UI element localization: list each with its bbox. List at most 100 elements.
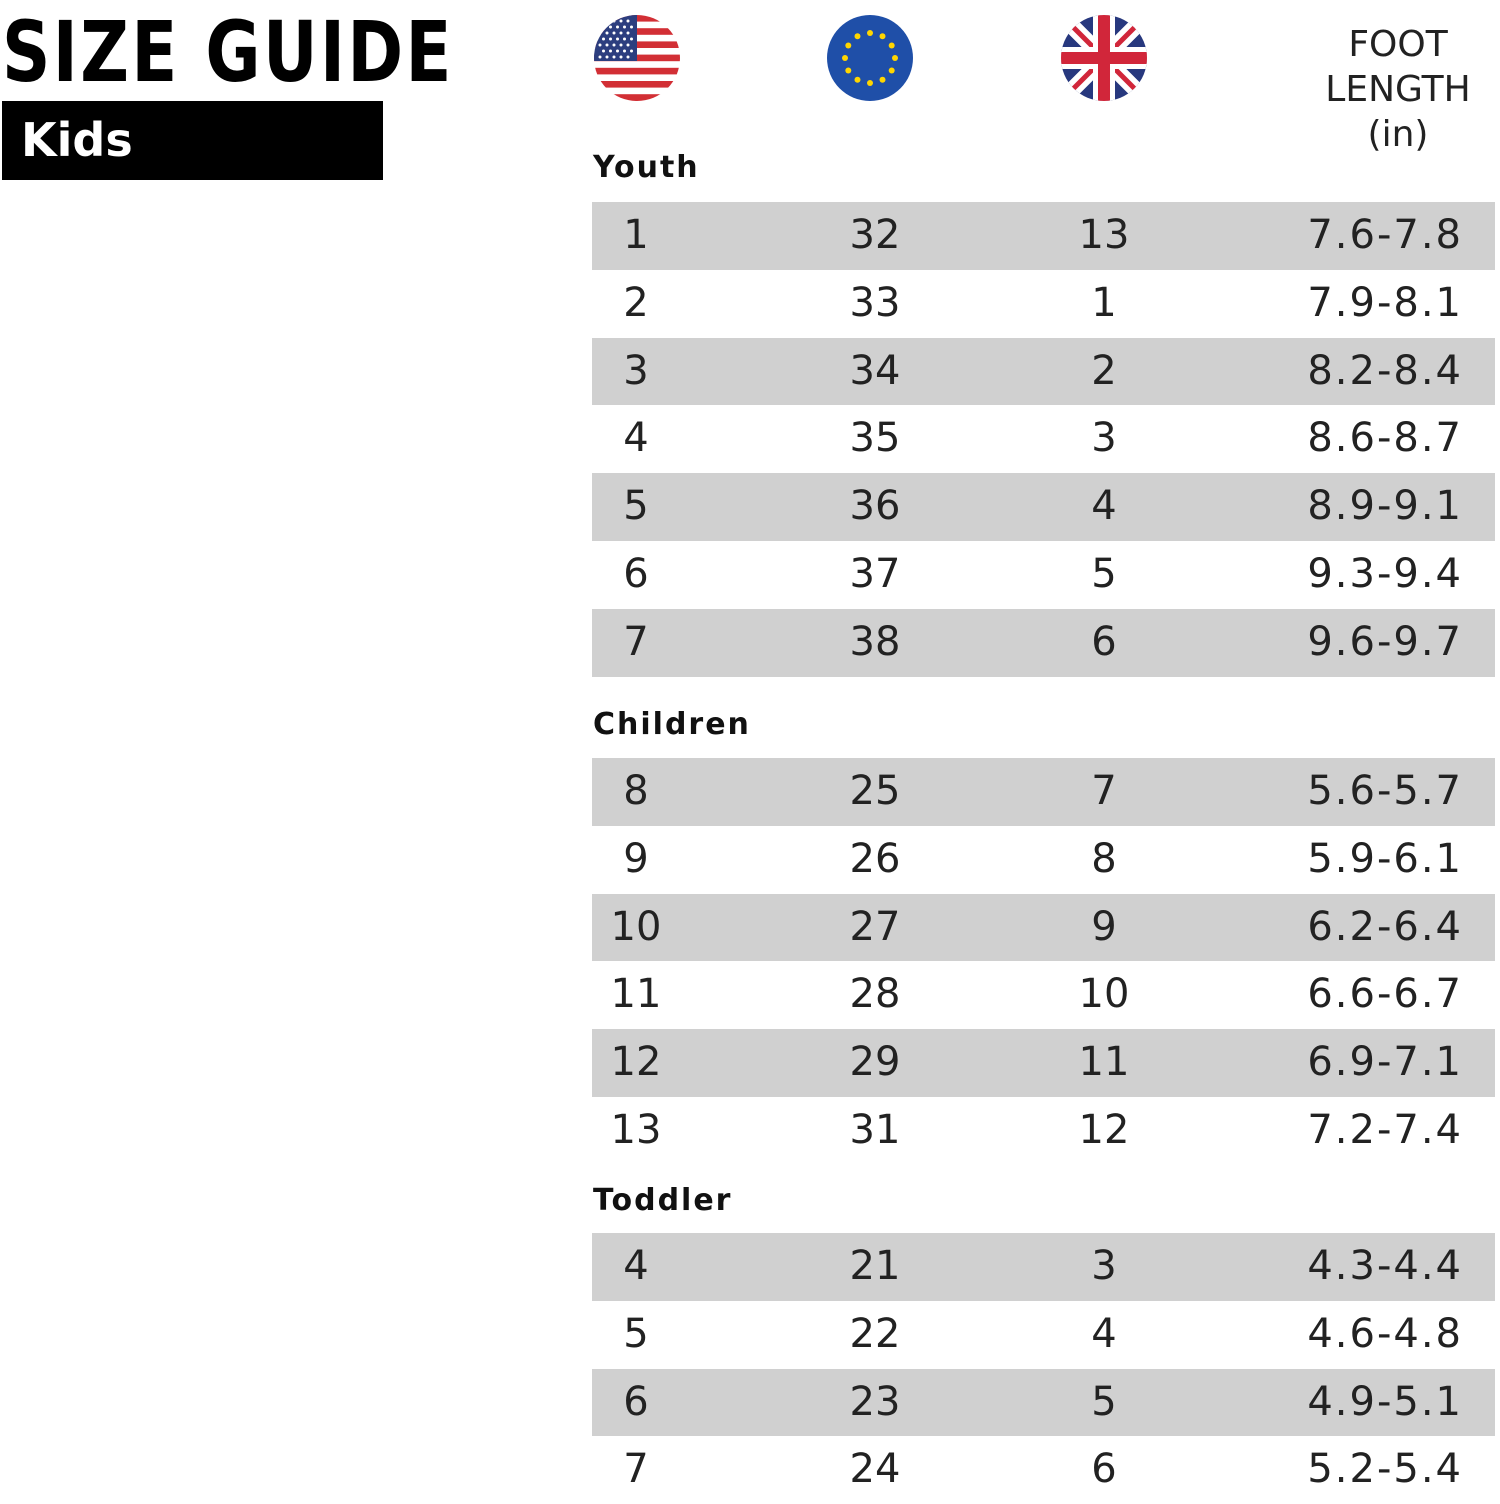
table-row: 4 35 3 8.6-8.7 xyxy=(592,405,1495,473)
table-row: 1 32 13 7.6-7.8 xyxy=(592,202,1495,270)
foot-length-cell: 5.2-5.4 xyxy=(1307,1446,1463,1493)
youth-size-table: 1 32 13 7.6-7.8 2 33 1 7.9-8.1 3 34 2 8.2-8.4 4 35… xyxy=(592,202,1495,677)
uk-size-cell: 5 xyxy=(1091,1378,1117,1425)
eu-size-cell: 36 xyxy=(849,483,901,530)
uk-size-cell: 5 xyxy=(1091,550,1117,597)
uk-size-cell: 6 xyxy=(1091,1446,1117,1493)
uk-size-cell: 13 xyxy=(1078,212,1130,258)
toddler-size-table: 4 21 3 4.3-4.4 5 22 4 4.6-4.8 6 23 5 4.9-5.1 7 24 6… xyxy=(592,1233,1495,1504)
table-row: 11 28 10 6.6-6.7 xyxy=(592,961,1495,1029)
table-row: 9 26 8 5.9-6.1 xyxy=(592,826,1495,894)
table-row: 13 31 12 7.2-7.4 xyxy=(592,1097,1495,1165)
us-size-cell: 4 xyxy=(623,415,649,462)
table-row: 3 34 2 8.2-8.4 xyxy=(592,337,1495,406)
foot-length-cell: 5.6-5.7 xyxy=(1307,768,1463,814)
eu-size-cell: 34 xyxy=(849,347,901,394)
us-size-cell: 10 xyxy=(610,903,662,950)
us-size-cell: 1 xyxy=(623,212,649,258)
table-row: 6 23 5 4.9-5.1 xyxy=(592,1368,1495,1437)
table-row: 5 22 4 4.6-4.8 xyxy=(592,1301,1495,1369)
uk-size-cell: 7 xyxy=(1091,768,1117,814)
uk-size-cell: 4 xyxy=(1091,1310,1117,1357)
eu-size-cell: 35 xyxy=(849,415,901,462)
foot-length-cell: 6.6-6.7 xyxy=(1307,971,1463,1018)
eu-size-cell: 38 xyxy=(849,618,901,665)
us-size-cell: 6 xyxy=(623,1378,649,1425)
us-size-cell: 12 xyxy=(610,1039,662,1086)
foot-length-header-line: (in) xyxy=(1367,114,1429,155)
section-label-youth: Youth xyxy=(593,150,700,185)
eu-flag-icon xyxy=(827,15,913,101)
uk-size-cell: 6 xyxy=(1091,618,1117,665)
table-row: 4 21 3 4.3-4.4 xyxy=(592,1233,1495,1301)
us-size-cell: 4 xyxy=(623,1243,649,1289)
eu-size-cell: 25 xyxy=(849,768,901,814)
uk-size-cell: 3 xyxy=(1091,1243,1117,1289)
eu-size-cell: 21 xyxy=(849,1243,901,1289)
eu-size-cell: 27 xyxy=(849,903,901,950)
us-flag-icon xyxy=(594,15,680,101)
eu-size-cell: 33 xyxy=(849,279,901,326)
children-size-table: 8 25 7 5.6-5.7 9 26 8 5.9-6.1 10 27 9 6.2-6.4 11 2… xyxy=(592,758,1495,1165)
uk-size-cell: 8 xyxy=(1091,835,1117,882)
table-row: 7 24 6 5.2-5.4 xyxy=(592,1436,1495,1504)
us-size-cell: 9 xyxy=(623,835,649,882)
eu-size-cell: 32 xyxy=(849,212,901,258)
table-row: 6 37 5 9.3-9.4 xyxy=(592,541,1495,609)
us-size-cell: 11 xyxy=(610,971,662,1018)
section-label-children: Children xyxy=(593,707,751,742)
eu-size-cell: 31 xyxy=(849,1106,901,1153)
foot-length-cell: 7.6-7.8 xyxy=(1307,212,1463,258)
foot-length-cell: 6.9-7.1 xyxy=(1307,1039,1463,1086)
foot-length-cell: 4.9-5.1 xyxy=(1307,1378,1463,1425)
us-size-cell: 7 xyxy=(623,618,649,665)
uk-size-cell: 1 xyxy=(1091,279,1117,326)
us-size-cell: 6 xyxy=(623,550,649,597)
us-size-cell: 5 xyxy=(623,483,649,530)
uk-size-cell: 10 xyxy=(1078,971,1130,1018)
uk-size-cell: 2 xyxy=(1091,347,1117,394)
us-size-cell: 5 xyxy=(623,1310,649,1357)
foot-length-cell: 8.2-8.4 xyxy=(1307,347,1463,394)
us-size-cell: 7 xyxy=(623,1446,649,1493)
eu-size-cell: 23 xyxy=(849,1378,901,1425)
foot-length-cell: 9.3-9.4 xyxy=(1307,550,1463,597)
eu-size-cell: 22 xyxy=(849,1310,901,1357)
table-row: 12 29 11 6.9-7.1 xyxy=(592,1029,1495,1097)
table-row: 10 27 9 6.2-6.4 xyxy=(592,893,1495,962)
foot-length-header: FOOT LENGTH (in) xyxy=(1312,22,1484,157)
foot-length-cell: 8.6-8.7 xyxy=(1307,415,1463,462)
us-size-cell: 2 xyxy=(623,279,649,326)
eu-size-cell: 26 xyxy=(849,835,901,882)
us-size-cell: 8 xyxy=(623,768,649,814)
table-row: 5 36 4 8.9-9.1 xyxy=(592,473,1495,541)
us-size-cell: 3 xyxy=(623,347,649,394)
uk-size-cell: 4 xyxy=(1091,483,1117,530)
uk-size-cell: 3 xyxy=(1091,415,1117,462)
page-title: SIZE GUIDE xyxy=(2,3,454,101)
foot-length-cell: 7.2-7.4 xyxy=(1307,1106,1463,1153)
us-size-cell: 13 xyxy=(610,1106,662,1153)
foot-length-cell: 6.2-6.4 xyxy=(1307,903,1463,950)
eu-size-cell: 37 xyxy=(849,550,901,597)
foot-length-header-line: LENGTH xyxy=(1325,69,1471,110)
foot-length-cell: 5.9-6.1 xyxy=(1307,835,1463,882)
table-row: 2 33 1 7.9-8.1 xyxy=(592,270,1495,338)
uk-flag-icon xyxy=(1061,15,1147,101)
foot-length-cell: 8.9-9.1 xyxy=(1307,483,1463,530)
uk-size-cell: 11 xyxy=(1078,1039,1130,1086)
subtitle-banner: Kids xyxy=(2,101,383,180)
foot-length-cell: 4.3-4.4 xyxy=(1307,1243,1463,1289)
uk-size-cell: 9 xyxy=(1091,903,1117,950)
table-row: 7 38 6 9.6-9.7 xyxy=(592,608,1495,677)
section-label-toddler: Toddler xyxy=(593,1183,733,1218)
foot-length-cell: 9.6-9.7 xyxy=(1307,618,1463,665)
eu-size-cell: 29 xyxy=(849,1039,901,1086)
table-row: 8 25 7 5.6-5.7 xyxy=(592,758,1495,826)
foot-length-cell: 4.6-4.8 xyxy=(1307,1310,1463,1357)
eu-size-cell: 24 xyxy=(849,1446,901,1493)
foot-length-cell: 7.9-8.1 xyxy=(1307,279,1463,326)
eu-size-cell: 28 xyxy=(849,971,901,1018)
uk-size-cell: 12 xyxy=(1078,1106,1130,1153)
foot-length-header-line: FOOT xyxy=(1348,24,1448,65)
